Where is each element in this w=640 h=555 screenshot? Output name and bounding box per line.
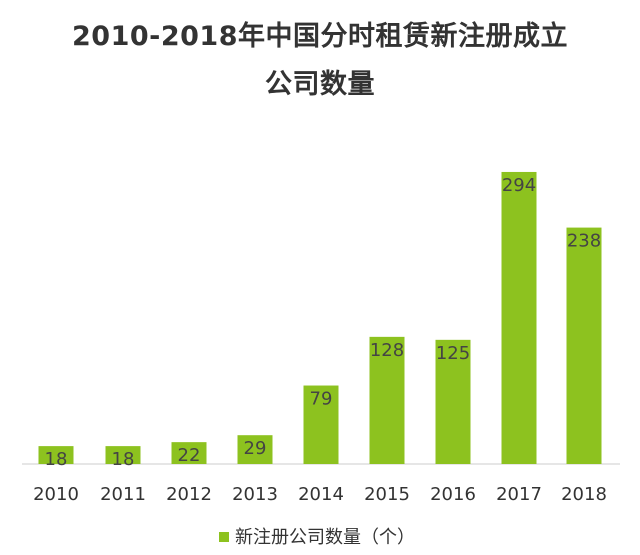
data-label-2014: 79: [310, 389, 333, 410]
x-tick-label-2012: 2012: [166, 484, 212, 505]
data-label-2011: 18: [112, 449, 135, 470]
bar-2018: [566, 227, 602, 464]
data-label-2015: 128: [370, 340, 404, 361]
bar-2015: [369, 336, 405, 464]
bar-2011: [105, 446, 141, 464]
data-label-2017: 294: [502, 175, 536, 196]
bar-2017: [501, 171, 537, 464]
data-label-2013: 29: [244, 438, 267, 459]
x-tick-label-2010: 2010: [33, 484, 79, 505]
bar-2014: [303, 385, 339, 464]
x-tick-label-2011: 2011: [100, 484, 146, 505]
chart-title-line-2: 公司数量: [265, 69, 375, 100]
bar-2012: [171, 442, 207, 464]
bar-2013: [237, 435, 273, 464]
bar-2016: [435, 339, 471, 464]
x-tick-label-2017: 2017: [496, 484, 542, 505]
legend-label: 新注册公司数量（个）: [235, 527, 415, 548]
legend-swatch: [219, 532, 229, 542]
x-tick-label-2013: 2013: [232, 484, 278, 505]
bar-2010: [38, 446, 74, 464]
x-tick-label-2015: 2015: [364, 484, 410, 505]
chart-title-line-1: 2010-2018年中国分时租赁新注册成立: [72, 21, 568, 52]
data-label-2016: 125: [436, 343, 470, 364]
data-label-2012: 22: [178, 445, 201, 466]
x-tick-label-2014: 2014: [298, 484, 344, 505]
data-label-2010: 18: [45, 449, 68, 470]
data-label-2018: 238: [567, 231, 601, 252]
x-tick-label-2018: 2018: [561, 484, 607, 505]
x-tick-label-2016: 2016: [430, 484, 476, 505]
legend: 新注册公司数量（个）: [219, 527, 415, 548]
